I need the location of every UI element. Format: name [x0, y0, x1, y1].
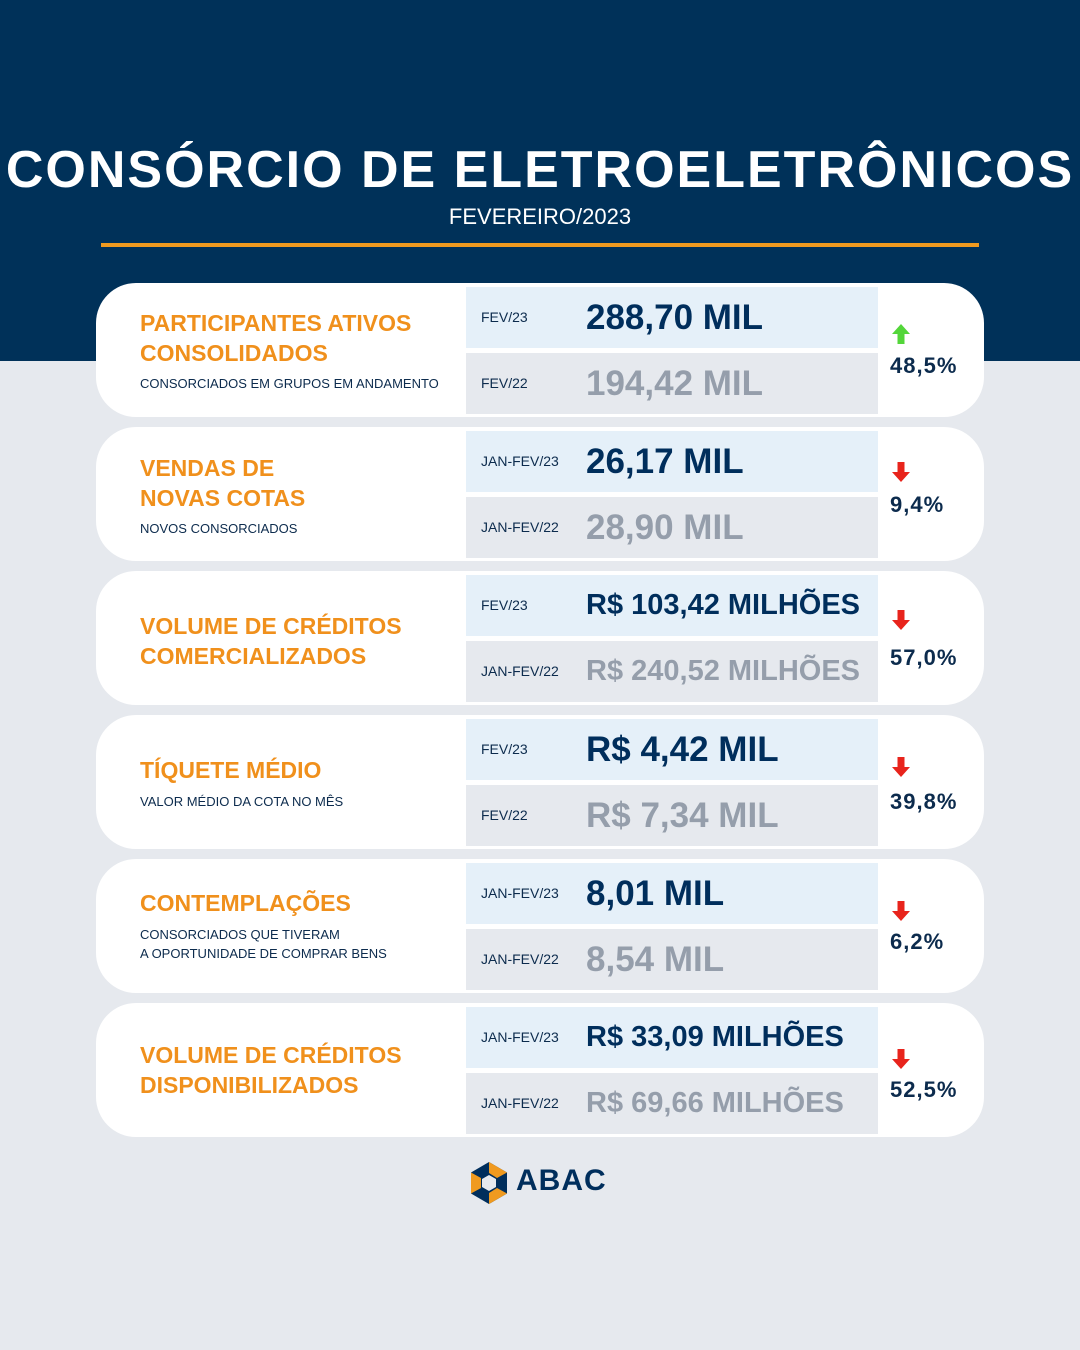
change-percent: 48,5%	[890, 353, 958, 378]
period-label: JAN-FEV/23	[481, 1029, 559, 1045]
period-label: FEV/23	[481, 309, 528, 325]
previous-period-row: JAN-FEV/22 28,90 MIL	[466, 497, 878, 558]
card-description: NOVOS CONSORCIADOS	[140, 521, 298, 536]
current-period-row: JAN-FEV/23 R$ 33,09 MILHÕES	[466, 1007, 878, 1068]
current-period-row: FEV/23 R$ 4,42 MIL	[466, 719, 878, 780]
arrow-down-icon	[892, 901, 910, 921]
stat-card-contemplacoes: CONTEMPLAÇÕES CONSORCIADOS QUE TIVERAM A…	[96, 859, 984, 993]
period-label: FEV/23	[481, 741, 528, 757]
arrow-up-icon	[892, 324, 910, 344]
card-description: VALOR MÉDIO DA COTA NO MÊS	[140, 794, 344, 809]
previous-period-row: JAN-FEV/22 R$ 69,66 MILHÕES	[466, 1073, 878, 1134]
change-percent: 57,0%	[890, 645, 958, 670]
change-percent: 9,4%	[890, 492, 945, 517]
period-value: R$ 69,66 MILHÕES	[586, 1087, 844, 1119]
period-label: JAN-FEV/22	[481, 951, 559, 967]
period-label: JAN-FEV/23	[481, 885, 559, 901]
arrow-down-icon	[892, 1049, 910, 1069]
card-description: CONSORCIADOS QUE TIVERAM A OPORTUNIDADE …	[140, 927, 387, 961]
previous-period-row: FEV/22 194,42 MIL	[466, 353, 878, 414]
period-value: 8,01 MIL	[586, 874, 725, 913]
card-title: VOLUME DE CRÉDITOS COMERCIALIZADOS	[140, 613, 402, 669]
page-title: CONSÓRCIO DE ELETROELETRÔNICOS	[5, 141, 1075, 199]
change-percent: 6,2%	[890, 929, 945, 954]
arrow-down-icon	[892, 610, 910, 630]
stat-card-tiquete-medio: TÍQUETE MÉDIO VALOR MÉDIO DA COTA NO MÊS…	[96, 715, 984, 849]
current-period-row: FEV/23 R$ 103,42 MILHÕES	[466, 575, 878, 636]
current-period-row: FEV/23 288,70 MIL	[466, 287, 878, 348]
card-title: TÍQUETE MÉDIO	[140, 757, 322, 783]
arrow-down-icon	[892, 462, 910, 482]
period-value: R$ 7,34 MIL	[586, 796, 779, 835]
period-label: JAN-FEV/23	[481, 453, 559, 469]
period-value: R$ 240,52 MILHÕES	[586, 655, 860, 687]
stat-card-vendas: VENDAS DE NOVAS COTAS NOVOS CONSORCIADOS…	[96, 427, 984, 561]
current-period-row: JAN-FEV/23 26,17 MIL	[466, 431, 878, 492]
period-value: 28,90 MIL	[586, 508, 744, 547]
period-label: JAN-FEV/22	[481, 519, 559, 535]
card-description: CONSORCIADOS EM GRUPOS EM ANDAMENTO	[140, 376, 439, 391]
stat-card-creditos-disponibilizados: VOLUME DE CRÉDITOS DISPONIBILIZADOS JAN-…	[96, 1003, 984, 1137]
period-value: 194,42 MIL	[586, 364, 764, 403]
previous-period-row: JAN-FEV/22 8,54 MIL	[466, 929, 878, 990]
period-label: JAN-FEV/22	[481, 1095, 559, 1111]
period-value: 288,70 MIL	[586, 298, 764, 337]
card-title: CONTEMPLAÇÕES	[140, 890, 351, 916]
arrow-down-icon	[892, 757, 910, 777]
period-label: FEV/22	[481, 807, 528, 823]
card-title: VENDAS DE NOVAS COTAS	[140, 455, 306, 511]
change-percent: 39,8%	[890, 789, 958, 814]
stat-card-participantes: PARTICIPANTES ATIVOS CONSOLIDADOS CONSOR…	[96, 283, 984, 417]
page-subtitle: FEVEREIRO/2023	[448, 204, 632, 229]
period-label: FEV/22	[481, 375, 528, 391]
current-period-row: JAN-FEV/23 8,01 MIL	[466, 863, 878, 924]
period-value: R$ 4,42 MIL	[586, 730, 779, 769]
brand-name: ABAC	[516, 1164, 607, 1197]
period-value: R$ 103,42 MILHÕES	[586, 589, 860, 621]
abac-logo-icon	[471, 1162, 507, 1204]
period-label: FEV/23	[481, 597, 528, 613]
previous-period-row: JAN-FEV/22 R$ 240,52 MILHÕES	[466, 641, 878, 702]
previous-period-row: FEV/22 R$ 7,34 MIL	[466, 785, 878, 846]
period-value: R$ 33,09 MILHÕES	[586, 1021, 844, 1053]
title-divider	[101, 243, 979, 247]
card-title: VOLUME DE CRÉDITOS DISPONIBILIZADOS	[140, 1042, 402, 1098]
stat-card-creditos-comercializados: VOLUME DE CRÉDITOS COMERCIALIZADOS FEV/2…	[96, 571, 984, 705]
period-value: 8,54 MIL	[586, 940, 725, 979]
change-percent: 52,5%	[890, 1077, 958, 1102]
card-title: PARTICIPANTES ATIVOS CONSOLIDADOS	[140, 310, 412, 366]
period-label: JAN-FEV/22	[481, 663, 559, 679]
period-value: 26,17 MIL	[586, 442, 744, 481]
